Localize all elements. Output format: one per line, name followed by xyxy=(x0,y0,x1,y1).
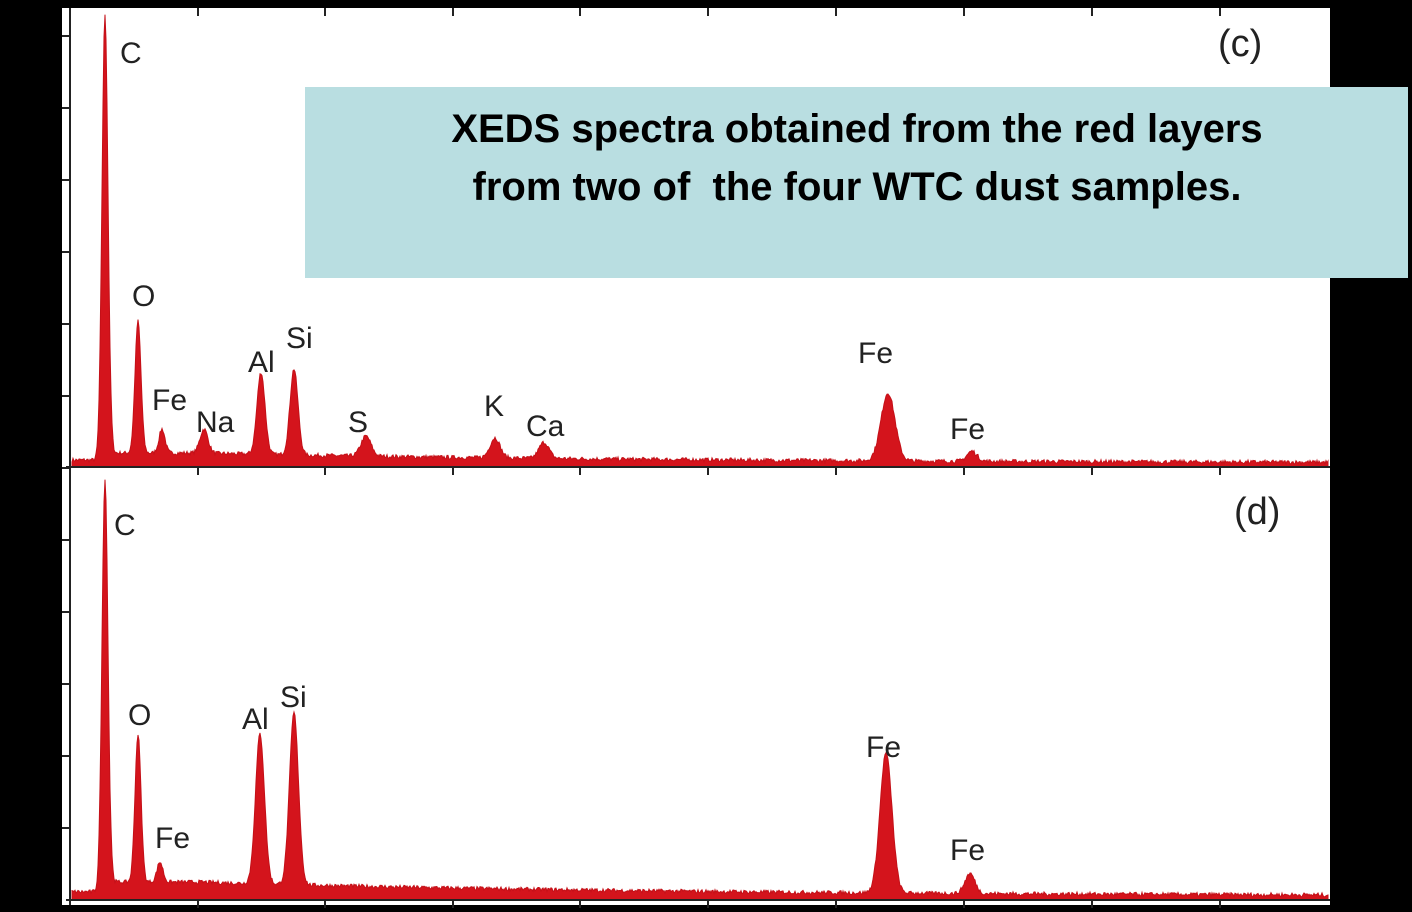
peak-label: Fe xyxy=(950,413,985,446)
peak-label: O xyxy=(128,699,151,732)
title-line: from two of the four WTC dust samples. xyxy=(473,165,1242,209)
peak-label: Fe xyxy=(866,731,901,764)
peak-label: Si xyxy=(280,681,307,714)
peak-label: Al xyxy=(242,703,269,736)
peak-label: Na xyxy=(196,406,235,439)
panel-label: (c) xyxy=(1218,23,1262,65)
panel-label: (d) xyxy=(1234,491,1280,533)
peak-label: Ca xyxy=(526,410,565,443)
peak-label: S xyxy=(348,406,368,439)
title-line: XEDS spectra obtained from the red layer… xyxy=(451,107,1262,151)
peak-label: Fe xyxy=(155,822,190,855)
axes xyxy=(62,8,1330,908)
peak-label: Fe xyxy=(950,834,985,867)
peak-label: C xyxy=(120,37,142,70)
spectra xyxy=(71,14,1329,901)
peak-label: C xyxy=(114,509,136,542)
peak-label: O xyxy=(132,280,155,313)
peak-label: K xyxy=(484,390,504,423)
peak-label: Fe xyxy=(152,384,187,417)
spectrum xyxy=(71,14,1329,468)
peak-label: Fe xyxy=(858,337,893,370)
title-box xyxy=(305,87,1408,278)
peak-label: Al xyxy=(248,346,275,379)
peak-label: Si xyxy=(286,322,313,355)
spectrum xyxy=(71,479,1329,901)
